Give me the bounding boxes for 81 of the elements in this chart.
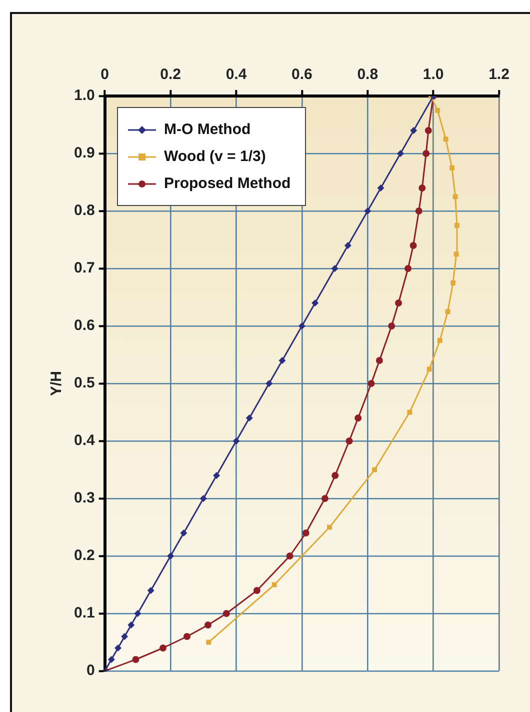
y-tick-label: 0.9 [74,144,95,162]
point [450,280,456,286]
point [454,222,460,228]
point [180,530,188,536]
point [410,127,418,134]
point [388,322,396,330]
point [253,587,260,594]
point [128,622,135,628]
point [443,136,448,142]
point [286,552,294,560]
point [121,633,128,640]
y-tick-label: 0.2 [74,547,95,564]
point [204,622,212,628]
point [377,184,384,192]
x-tick-label: 0.8 [357,66,378,84]
x-tick-label: 0 [100,66,110,84]
y-tick-label: 0.1 [74,604,95,622]
y-tick-label: 0.8 [74,202,95,220]
point [222,610,230,617]
point [410,242,417,249]
point [426,366,432,372]
y-tick-label: 0.4 [74,432,96,450]
point [132,656,140,663]
y-tick-label: 0 [86,662,95,680]
point [134,610,142,617]
point [435,108,440,113]
legend-label: Wood (v = 1/3) [164,148,266,165]
point [394,300,402,306]
point [344,242,352,249]
point [159,644,166,652]
point [246,414,253,422]
point [200,495,207,502]
legend-label: M-O Method [164,121,251,138]
point [404,265,412,272]
y-tick-label: 0.5 [74,374,95,392]
point [415,208,422,214]
point [302,530,310,536]
point [206,640,212,645]
point [372,467,377,472]
point [454,252,459,257]
point [183,633,190,640]
y-tick-label: 1.0 [74,87,95,104]
point [437,338,442,343]
legend-label: Proposed Method [164,175,291,192]
point [272,582,277,588]
point [147,587,154,594]
x-tick-label: 0.2 [160,66,181,84]
point [364,208,372,214]
point [298,322,306,330]
x-tick-label: 1.2 [488,66,510,84]
y-tick-label: 0.6 [74,317,95,334]
y-axis-title: Y/H [48,370,66,396]
point [354,414,362,422]
point [450,165,455,170]
point [266,380,273,387]
point [321,495,328,502]
point [213,472,220,479]
point [418,184,426,192]
point [452,194,458,200]
point [422,150,430,157]
point [232,438,240,444]
point [424,127,432,134]
x-tick-label: 0.6 [291,66,312,84]
y-tick-label: 0.7 [74,260,95,277]
point [407,410,412,415]
x-tick-label: 0.4 [226,66,248,84]
point [312,300,319,306]
y-tick-label: 0.3 [74,490,95,507]
point [332,472,339,479]
point [278,357,286,364]
point [368,380,375,387]
point [167,552,174,560]
point [331,265,338,272]
point [108,656,115,663]
point [376,357,383,364]
point [114,644,122,652]
point [396,150,404,157]
x-tick-label: 1.0 [422,66,444,84]
point [346,438,353,444]
point [327,524,332,530]
point [445,309,450,314]
